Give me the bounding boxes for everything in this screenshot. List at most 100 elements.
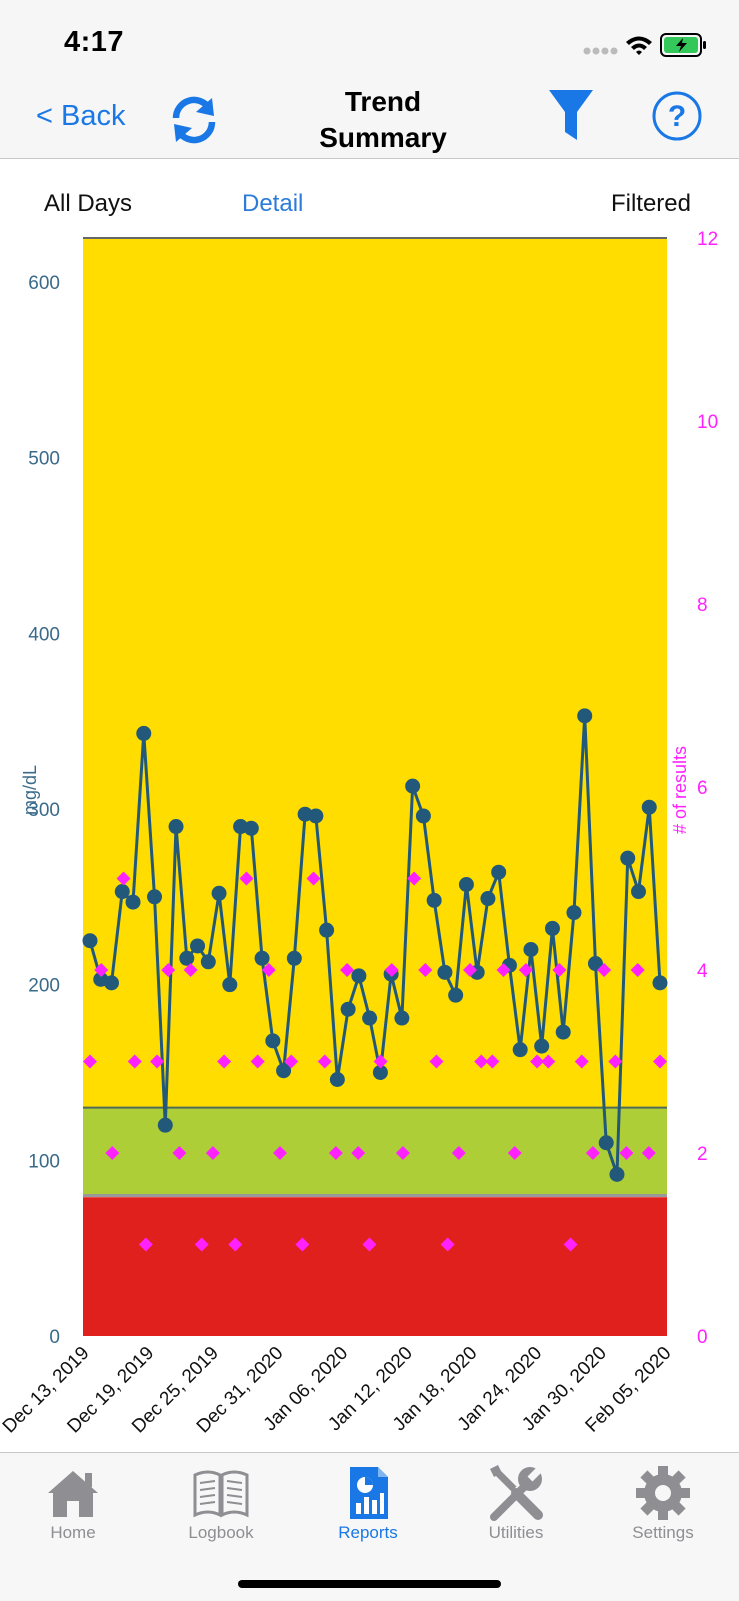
count-marker (340, 963, 355, 977)
count-marker (541, 1054, 556, 1069)
glucose-point (362, 1010, 378, 1026)
count-marker (485, 1054, 500, 1069)
back-button[interactable]: < Back (36, 100, 126, 132)
tab-home[interactable]: Home (18, 1453, 128, 1551)
count-marker (284, 1054, 299, 1069)
count-marker (530, 1054, 545, 1069)
count-marker (150, 1054, 165, 1069)
navigation-bar: < Back Trend Summary ? (0, 80, 739, 159)
glucose-point (426, 892, 442, 908)
y-tick-label: 100 (28, 1151, 60, 1172)
y-tick-label: 500 (28, 449, 60, 470)
y2-axis-label: # of results (670, 746, 690, 834)
segment-detail[interactable]: Detail (242, 190, 304, 217)
glucose-point (394, 1010, 410, 1026)
y-tick-label: 300 (28, 800, 60, 821)
glucose-point (211, 885, 227, 901)
count-marker (373, 1054, 388, 1069)
count-marker (205, 1146, 220, 1160)
count-marker (518, 963, 533, 977)
count-marker (407, 871, 422, 886)
count-marker (138, 1237, 153, 1252)
count-marker (83, 1054, 97, 1069)
refresh-icon[interactable] (168, 94, 220, 146)
glucose-point (125, 894, 141, 910)
glucose-point (340, 1001, 356, 1017)
glucose-point (437, 964, 453, 980)
glucose-point (286, 950, 302, 966)
glucose-point (544, 920, 560, 936)
tab-utilities[interactable]: Utilities (461, 1453, 571, 1551)
tools-icon (490, 1464, 545, 1521)
count-marker (440, 1237, 455, 1252)
glucose-point (458, 877, 474, 893)
count-marker (630, 963, 645, 977)
glucose-point (136, 725, 152, 741)
y2-tick-label: 2 (697, 1144, 708, 1165)
count-marker (507, 1146, 522, 1160)
glucose-point (480, 891, 496, 907)
count-marker (597, 963, 612, 977)
count-marker (418, 963, 433, 977)
filter-icon[interactable] (547, 88, 595, 144)
glucose-point (319, 922, 335, 938)
y2-tick-label: 6 (697, 778, 708, 799)
count-marker (217, 1054, 232, 1069)
glucose-point (104, 975, 120, 991)
count-marker (127, 1054, 142, 1069)
glucose-point (630, 884, 646, 900)
glucose-point (254, 950, 270, 966)
glucose-point (82, 933, 98, 949)
glucose-point (598, 1135, 614, 1151)
glucose-point (351, 968, 367, 984)
glucose-point (147, 889, 163, 905)
tab-settings[interactable]: Settings (608, 1453, 718, 1551)
glucose-point (512, 1042, 528, 1058)
glucose-point (114, 884, 130, 900)
count-marker (116, 871, 131, 886)
glucose-point (405, 778, 421, 794)
book-icon (193, 1470, 249, 1518)
glucose-point (641, 799, 657, 815)
glucose-point (222, 977, 238, 993)
count-marker (608, 1054, 623, 1069)
tab-logbook[interactable]: Logbook (166, 1453, 276, 1551)
glucose-point (620, 850, 636, 866)
glucose-point (168, 819, 184, 835)
count-marker (451, 1146, 466, 1160)
trend-chart: 0 100 200 300 400 500 600 0 2 4 6 8 10 12 mg/dL # of re… (0, 229, 718, 1437)
count-marker (574, 1054, 589, 1069)
count-marker (463, 963, 477, 977)
segment-filtered[interactable]: Filtered (610, 190, 691, 217)
glucose-point (555, 1024, 571, 1040)
y-tick-label: 400 (28, 624, 60, 645)
y-axis-label: mg/dL (20, 765, 40, 815)
y-tick-label: 200 (28, 976, 60, 997)
cellular-signal-icon (583, 47, 618, 55)
segment-all-days[interactable]: All Days (44, 190, 133, 217)
y-tick-label: 0 (49, 1327, 60, 1348)
count-marker (585, 1146, 600, 1160)
tab-reports[interactable]: Reports (313, 1453, 423, 1551)
count-marker (273, 1146, 287, 1160)
gear-icon (636, 1466, 690, 1520)
glucose-point (491, 864, 507, 880)
y-tick-label: 600 (28, 273, 60, 294)
count-marker (105, 1146, 120, 1160)
count-marker (250, 1054, 265, 1069)
y2-tick-label: 0 (697, 1327, 708, 1348)
status-time: 4:17 (64, 26, 125, 58)
count-marker (619, 1146, 634, 1160)
report-icon (350, 1467, 388, 1519)
help-icon[interactable]: ? (651, 90, 703, 142)
glucose-point (276, 1063, 292, 1079)
page-title-line2: Summary (319, 122, 447, 153)
count-marker (161, 963, 176, 977)
glucose-point (372, 1064, 388, 1080)
glucose-point (587, 956, 603, 972)
count-marker (395, 1146, 410, 1160)
glucose-point (190, 938, 206, 954)
count-marker (239, 871, 254, 886)
glucose-point (577, 708, 593, 724)
page-title: Trend Summary (270, 84, 496, 156)
